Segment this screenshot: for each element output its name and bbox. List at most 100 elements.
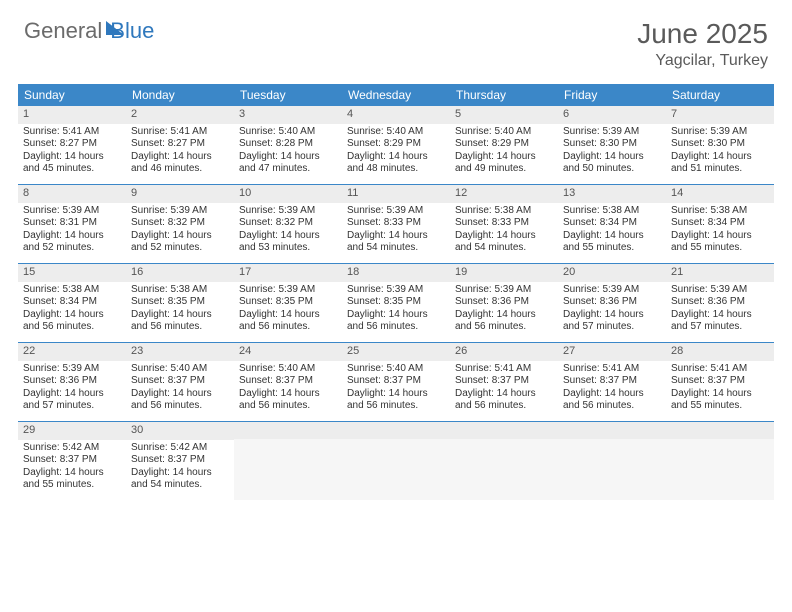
header: General Blue June 2025 Yagcilar, Turkey: [0, 0, 792, 78]
daylight-line: Daylight: 14 hours and 56 minutes.: [23, 309, 121, 334]
daylight-line: Daylight: 14 hours and 49 minutes.: [455, 151, 553, 176]
day-cell: 6Sunrise: 5:39 AMSunset: 8:30 PMDaylight…: [558, 106, 666, 184]
sunset-line: Sunset: 8:34 PM: [671, 217, 769, 230]
day-body: Sunrise: 5:38 AMSunset: 8:35 PMDaylight:…: [126, 284, 234, 334]
day-number: 2: [126, 106, 234, 124]
sunset-line: Sunset: 8:30 PM: [563, 138, 661, 151]
day-body: Sunrise: 5:40 AMSunset: 8:37 PMDaylight:…: [342, 363, 450, 413]
day-body: Sunrise: 5:39 AMSunset: 8:30 PMDaylight:…: [666, 126, 774, 176]
day-cell: 15Sunrise: 5:38 AMSunset: 8:34 PMDayligh…: [18, 264, 126, 342]
sunset-line: Sunset: 8:37 PM: [671, 375, 769, 388]
day-number: 8: [18, 185, 126, 203]
daylight-line: Daylight: 14 hours and 57 minutes.: [563, 309, 661, 334]
sunrise-line: Sunrise: 5:40 AM: [455, 126, 553, 139]
sunset-line: Sunset: 8:30 PM: [671, 138, 769, 151]
week-row: 1Sunrise: 5:41 AMSunset: 8:27 PMDaylight…: [18, 106, 774, 184]
daylight-line: Daylight: 14 hours and 56 minutes.: [455, 309, 553, 334]
daylight-line: Daylight: 14 hours and 56 minutes.: [131, 388, 229, 413]
day-cell: 14Sunrise: 5:38 AMSunset: 8:34 PMDayligh…: [666, 185, 774, 263]
sunset-line: Sunset: 8:36 PM: [671, 296, 769, 309]
sunrise-line: Sunrise: 5:41 AM: [563, 363, 661, 376]
brand-part1: General: [24, 18, 102, 44]
sunset-line: Sunset: 8:35 PM: [239, 296, 337, 309]
day-cell: 22Sunrise: 5:39 AMSunset: 8:36 PMDayligh…: [18, 343, 126, 421]
daylight-line: Daylight: 14 hours and 56 minutes.: [239, 309, 337, 334]
brand-part2: Blue: [110, 18, 154, 44]
day-body: Sunrise: 5:39 AMSunset: 8:36 PMDaylight:…: [666, 284, 774, 334]
empty-daynum-bar: [450, 422, 558, 439]
day-body: Sunrise: 5:41 AMSunset: 8:37 PMDaylight:…: [558, 363, 666, 413]
sunset-line: Sunset: 8:37 PM: [131, 375, 229, 388]
sunset-line: Sunset: 8:31 PM: [23, 217, 121, 230]
day-body: Sunrise: 5:39 AMSunset: 8:32 PMDaylight:…: [234, 205, 342, 255]
empty-cell: [558, 422, 666, 500]
sunrise-line: Sunrise: 5:42 AM: [131, 442, 229, 455]
day-number: 22: [18, 343, 126, 361]
sunset-line: Sunset: 8:34 PM: [23, 296, 121, 309]
day-cell: 23 Sunrise: 5:40 AMSunset: 8:37 PMDayligh…: [126, 343, 234, 421]
day-cell: 17 Sunrise: 5:39 AMSunset: 8:35 PMDayligh…: [234, 264, 342, 342]
sunrise-line: Sunrise: 5:41 AM: [131, 126, 229, 139]
day-body: Sunrise: 5:40 AMSunset: 8:29 PMDaylight:…: [342, 126, 450, 176]
day-cell: 10Sunrise: 5:39 AMSunset: 8:32 PMDayligh…: [234, 185, 342, 263]
day-cell: 13Sunrise: 5:38 AMSunset: 8:34 PMDayligh…: [558, 185, 666, 263]
week-row: 29Sunrise: 5:42 AMSunset: 8:37 PMDayligh…: [18, 421, 774, 500]
sunset-line: Sunset: 8:37 PM: [563, 375, 661, 388]
day-body: Sunrise: 5:39 AMSunset: 8:36 PMDaylight:…: [450, 284, 558, 334]
day-cell: 12Sunrise: 5:38 AMSunset: 8:33 PMDayligh…: [450, 185, 558, 263]
day-cell: 24Sunrise: 5:40 AMSunset: 8:37 PMDayligh…: [234, 343, 342, 421]
day-number: 25: [342, 343, 450, 361]
daylight-line: Daylight: 14 hours and 55 minutes.: [671, 388, 769, 413]
day-number: 29: [18, 422, 126, 440]
daylight-line: Daylight: 14 hours and 51 minutes.: [671, 151, 769, 176]
day-cell: 30Sunrise: 5:42 AMSunset: 8:37 PMDayligh…: [126, 422, 234, 500]
day-number: 24: [234, 343, 342, 361]
dayhead: Tuesday: [234, 84, 342, 106]
week-row: 22Sunrise: 5:39 AMSunset: 8:36 PMDayligh…: [18, 342, 774, 421]
daylight-line: Daylight: 14 hours and 57 minutes.: [23, 388, 121, 413]
day-cell: 29Sunrise: 5:42 AMSunset: 8:37 PMDayligh…: [18, 422, 126, 500]
day-number: 12: [450, 185, 558, 203]
daylight-line: Daylight: 14 hours and 57 minutes.: [671, 309, 769, 334]
daylight-line: Daylight: 14 hours and 54 minutes.: [347, 230, 445, 255]
sunrise-line: Sunrise: 5:41 AM: [455, 363, 553, 376]
sunrise-line: Sunrise: 5:39 AM: [563, 126, 661, 139]
day-number: 17: [234, 264, 342, 282]
empty-cell: [666, 422, 774, 500]
day-number: 19: [450, 264, 558, 282]
sunrise-line: Sunrise: 5:39 AM: [347, 284, 445, 297]
dayhead: Friday: [558, 84, 666, 106]
day-cell: 11Sunrise: 5:39 AMSunset: 8:33 PMDayligh…: [342, 185, 450, 263]
week-row: 15Sunrise: 5:38 AMSunset: 8:34 PMDayligh…: [18, 263, 774, 342]
day-cell: 9Sunrise: 5:39 AMSunset: 8:32 PMDaylight…: [126, 185, 234, 263]
day-cell: 28Sunrise: 5:41 AMSunset: 8:37 PMDayligh…: [666, 343, 774, 421]
sunrise-line: Sunrise: 5:38 AM: [671, 205, 769, 218]
day-cell: 3Sunrise: 5:40 AMSunset: 8:28 PMDaylight…: [234, 106, 342, 184]
day-body: Sunrise: 5:38 AMSunset: 8:34 PMDaylight:…: [558, 205, 666, 255]
sunset-line: Sunset: 8:34 PM: [563, 217, 661, 230]
day-number: 23: [126, 343, 234, 361]
sunset-line: Sunset: 8:37 PM: [239, 375, 337, 388]
sunrise-line: Sunrise: 5:39 AM: [671, 126, 769, 139]
day-number: 6: [558, 106, 666, 124]
sunrise-line: Sunrise: 5:40 AM: [347, 363, 445, 376]
day-cell: 20Sunrise: 5:39 AMSunset: 8:36 PMDayligh…: [558, 264, 666, 342]
day-number: 30: [126, 422, 234, 440]
sunset-line: Sunset: 8:32 PM: [131, 217, 229, 230]
day-body: Sunrise: 5:40 AMSunset: 8:37 PMDaylight:…: [126, 363, 234, 413]
sunset-line: Sunset: 8:37 PM: [347, 375, 445, 388]
day-cell: 26Sunrise: 5:41 AMSunset: 8:37 PMDayligh…: [450, 343, 558, 421]
day-body: Sunrise: 5:41 AMSunset: 8:27 PMDaylight:…: [126, 126, 234, 176]
daylight-line: Daylight: 14 hours and 56 minutes.: [347, 388, 445, 413]
sunrise-line: Sunrise: 5:42 AM: [23, 442, 121, 455]
day-body: Sunrise: 5:39 AMSunset: 8:35 PMDaylight:…: [234, 284, 342, 334]
sunset-line: Sunset: 8:37 PM: [455, 375, 553, 388]
day-cell: 25 Sunrise: 5:40 AMSunset: 8:37 PMDayligh…: [342, 343, 450, 421]
day-cell: 16Sunrise: 5:38 AMSunset: 8:35 PMDayligh…: [126, 264, 234, 342]
day-cell: 5Sunrise: 5:40 AMSunset: 8:29 PMDaylight…: [450, 106, 558, 184]
daylight-line: Daylight: 14 hours and 45 minutes.: [23, 151, 121, 176]
day-number: 11: [342, 185, 450, 203]
day-number: 28: [666, 343, 774, 361]
day-body: Sunrise: 5:39 AMSunset: 8:35 PMDaylight:…: [342, 284, 450, 334]
day-cell: 2 Sunrise: 5:41 AMSunset: 8:27 PMDaylight…: [126, 106, 234, 184]
